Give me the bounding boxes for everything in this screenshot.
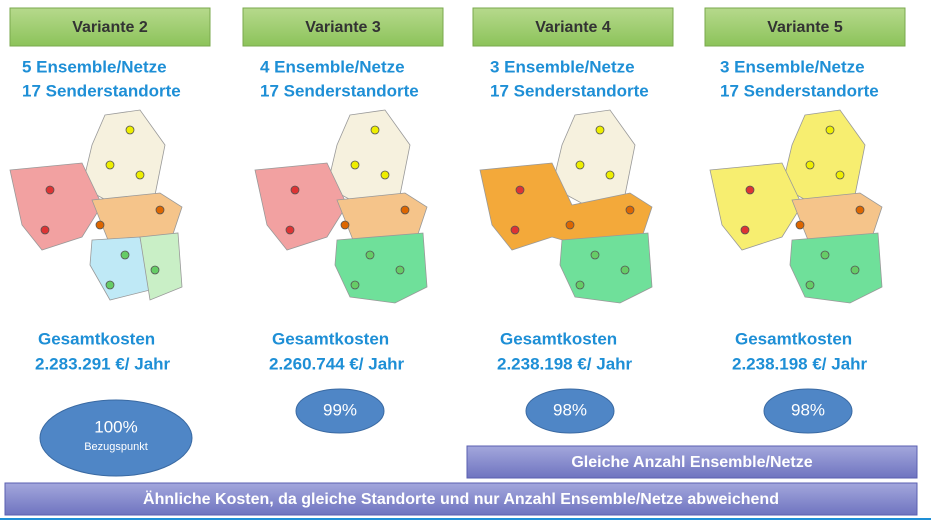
- cost: 2.238.198 €/ Jahr: [497, 354, 633, 373]
- map: [254, 109, 428, 304]
- header-box: [9, 7, 211, 47]
- ensembles: 3 Ensemble/Netze: [490, 57, 635, 76]
- cost-label: Gesamtkosten: [272, 329, 389, 348]
- header-text: Variante 5: [767, 19, 843, 36]
- percent: 100%: [94, 417, 137, 436]
- cost-label: Gesamtkosten: [38, 329, 155, 348]
- map: [9, 109, 183, 301]
- header-box: [704, 7, 906, 47]
- sites: 17 Senderstandorte: [260, 81, 419, 100]
- header-box: [242, 7, 444, 47]
- cost-label: Gesamtkosten: [735, 329, 852, 348]
- header-text: Variante 2: [72, 19, 148, 36]
- percent-ellipse: [39, 399, 193, 477]
- ensembles: 5 Ensemble/Netze: [22, 57, 167, 76]
- cost: 2.260.744 €/ Jahr: [269, 354, 405, 373]
- map: [709, 109, 883, 304]
- percent-note: Bezugspunkt: [84, 441, 148, 453]
- cost: 2.283.291 €/ Jahr: [35, 354, 171, 373]
- percent-ellipse: [763, 388, 853, 434]
- percent: 99%: [323, 400, 357, 419]
- percent-ellipse: [525, 388, 615, 434]
- sites: 17 Senderstandorte: [22, 81, 181, 100]
- map: [479, 109, 653, 304]
- cost-label: Gesamtkosten: [500, 329, 617, 348]
- percent: 98%: [791, 400, 825, 419]
- maps: [9, 109, 883, 304]
- banner-box: [466, 445, 918, 479]
- header-text: Variante 4: [535, 19, 611, 36]
- sites: 17 Senderstandorte: [490, 81, 649, 100]
- banner-text: Ähnliche Kosten, da gleiche Standorte un…: [143, 490, 779, 508]
- banner-box: [4, 482, 918, 516]
- ensembles: 4 Ensemble/Netze: [260, 57, 405, 76]
- percent-ellipse: [295, 388, 385, 434]
- ensembles: 3 Ensemble/Netze: [720, 57, 865, 76]
- percent: 98%: [553, 400, 587, 419]
- sites: 17 Senderstandorte: [720, 81, 879, 100]
- banner-text: Gleiche Anzahl Ensemble/Netze: [571, 454, 812, 471]
- header-box: [472, 7, 674, 47]
- cost: 2.238.198 €/ Jahr: [732, 354, 868, 373]
- header-text: Variante 3: [305, 19, 381, 36]
